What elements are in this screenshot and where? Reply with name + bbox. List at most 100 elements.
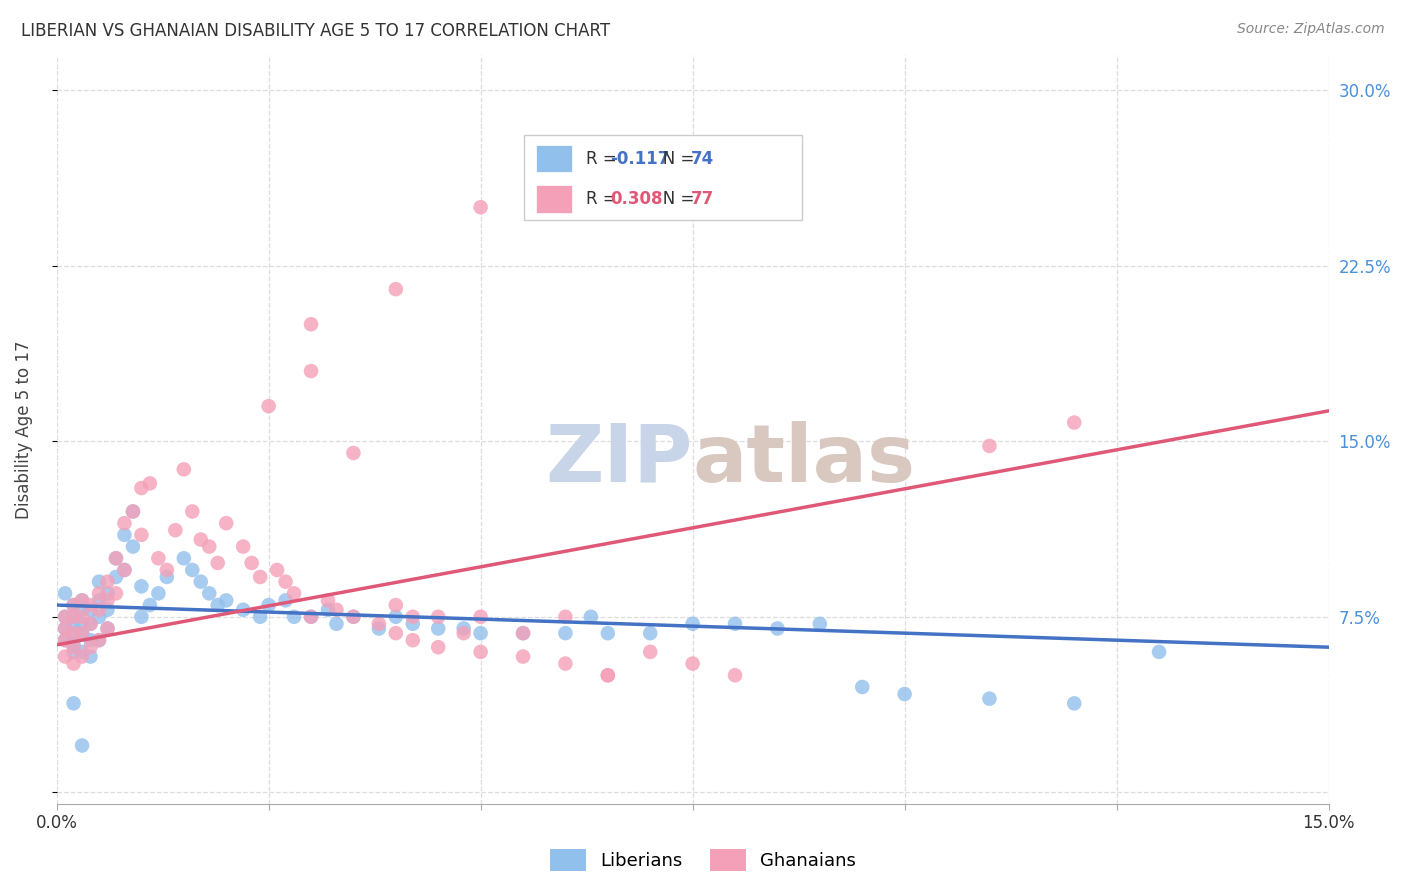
Point <box>299 609 322 624</box>
Point <box>181 504 204 518</box>
Point <box>70 649 93 664</box>
Point <box>325 616 347 631</box>
Point <box>62 616 84 631</box>
Point <box>131 579 153 593</box>
Point <box>342 609 364 624</box>
Point <box>682 616 704 631</box>
Point <box>512 626 534 640</box>
Point <box>62 645 84 659</box>
Point <box>104 551 127 566</box>
Point <box>53 609 76 624</box>
Point <box>316 593 339 607</box>
Point <box>104 570 127 584</box>
Point <box>139 476 162 491</box>
Text: N =: N = <box>647 190 699 208</box>
Point <box>53 609 76 624</box>
Point <box>79 616 101 631</box>
Point <box>190 533 212 547</box>
Text: atlas: atlas <box>693 420 915 499</box>
Text: -0.117: -0.117 <box>610 150 669 168</box>
Point <box>62 598 84 612</box>
Point <box>554 609 576 624</box>
Point <box>131 528 153 542</box>
Point <box>342 609 364 624</box>
Point <box>53 622 76 636</box>
Point <box>893 687 915 701</box>
Point <box>70 626 93 640</box>
Point <box>367 622 389 636</box>
Point <box>257 399 280 413</box>
Point <box>70 739 93 753</box>
Point <box>87 609 110 624</box>
Point <box>385 609 408 624</box>
Point <box>156 570 179 584</box>
Point <box>173 551 195 566</box>
Point <box>240 556 263 570</box>
Point <box>596 668 619 682</box>
Point <box>62 626 84 640</box>
Point <box>165 523 187 537</box>
Point <box>512 626 534 640</box>
Point <box>96 574 118 589</box>
Point <box>207 556 229 570</box>
Point <box>62 598 84 612</box>
Point <box>367 616 389 631</box>
Legend: Liberians, Ghanaians: Liberians, Ghanaians <box>543 842 863 879</box>
Point <box>70 616 93 631</box>
Point <box>87 586 110 600</box>
Point <box>579 609 602 624</box>
Text: 77: 77 <box>692 190 714 208</box>
Point <box>638 626 661 640</box>
Point <box>70 626 93 640</box>
Point <box>53 622 76 636</box>
Point <box>79 649 101 664</box>
Point <box>190 574 212 589</box>
Point <box>274 574 297 589</box>
Point <box>427 622 450 636</box>
Text: Source: ZipAtlas.com: Source: ZipAtlas.com <box>1237 22 1385 37</box>
Point <box>96 622 118 636</box>
Point <box>62 626 84 640</box>
Point <box>62 697 84 711</box>
Point <box>114 563 136 577</box>
Point <box>385 626 408 640</box>
Point <box>181 563 204 577</box>
Point <box>79 633 101 648</box>
Point <box>104 586 127 600</box>
Point <box>70 593 93 607</box>
Point <box>638 645 661 659</box>
Point <box>87 603 110 617</box>
Point <box>402 616 425 631</box>
Point <box>232 540 254 554</box>
Point <box>53 586 76 600</box>
Point <box>122 504 145 518</box>
Point <box>724 668 747 682</box>
Text: 74: 74 <box>692 150 714 168</box>
Point <box>62 640 84 655</box>
Point <box>131 609 153 624</box>
Point <box>512 649 534 664</box>
Point <box>70 609 93 624</box>
Point <box>70 603 93 617</box>
Point <box>104 551 127 566</box>
Point <box>316 603 339 617</box>
Text: R =: R = <box>585 190 621 208</box>
Point <box>385 598 408 612</box>
Point <box>979 691 1001 706</box>
Point <box>70 593 93 607</box>
Point <box>122 504 145 518</box>
Point <box>299 318 322 332</box>
Point <box>53 633 76 648</box>
Point <box>596 668 619 682</box>
Point <box>96 593 118 607</box>
Point <box>249 609 271 624</box>
Point <box>62 609 84 624</box>
Point <box>232 603 254 617</box>
Point <box>427 609 450 624</box>
Point <box>682 657 704 671</box>
Point <box>87 633 110 648</box>
Point <box>766 622 789 636</box>
Point <box>283 586 305 600</box>
Point <box>257 598 280 612</box>
Point <box>470 200 492 214</box>
